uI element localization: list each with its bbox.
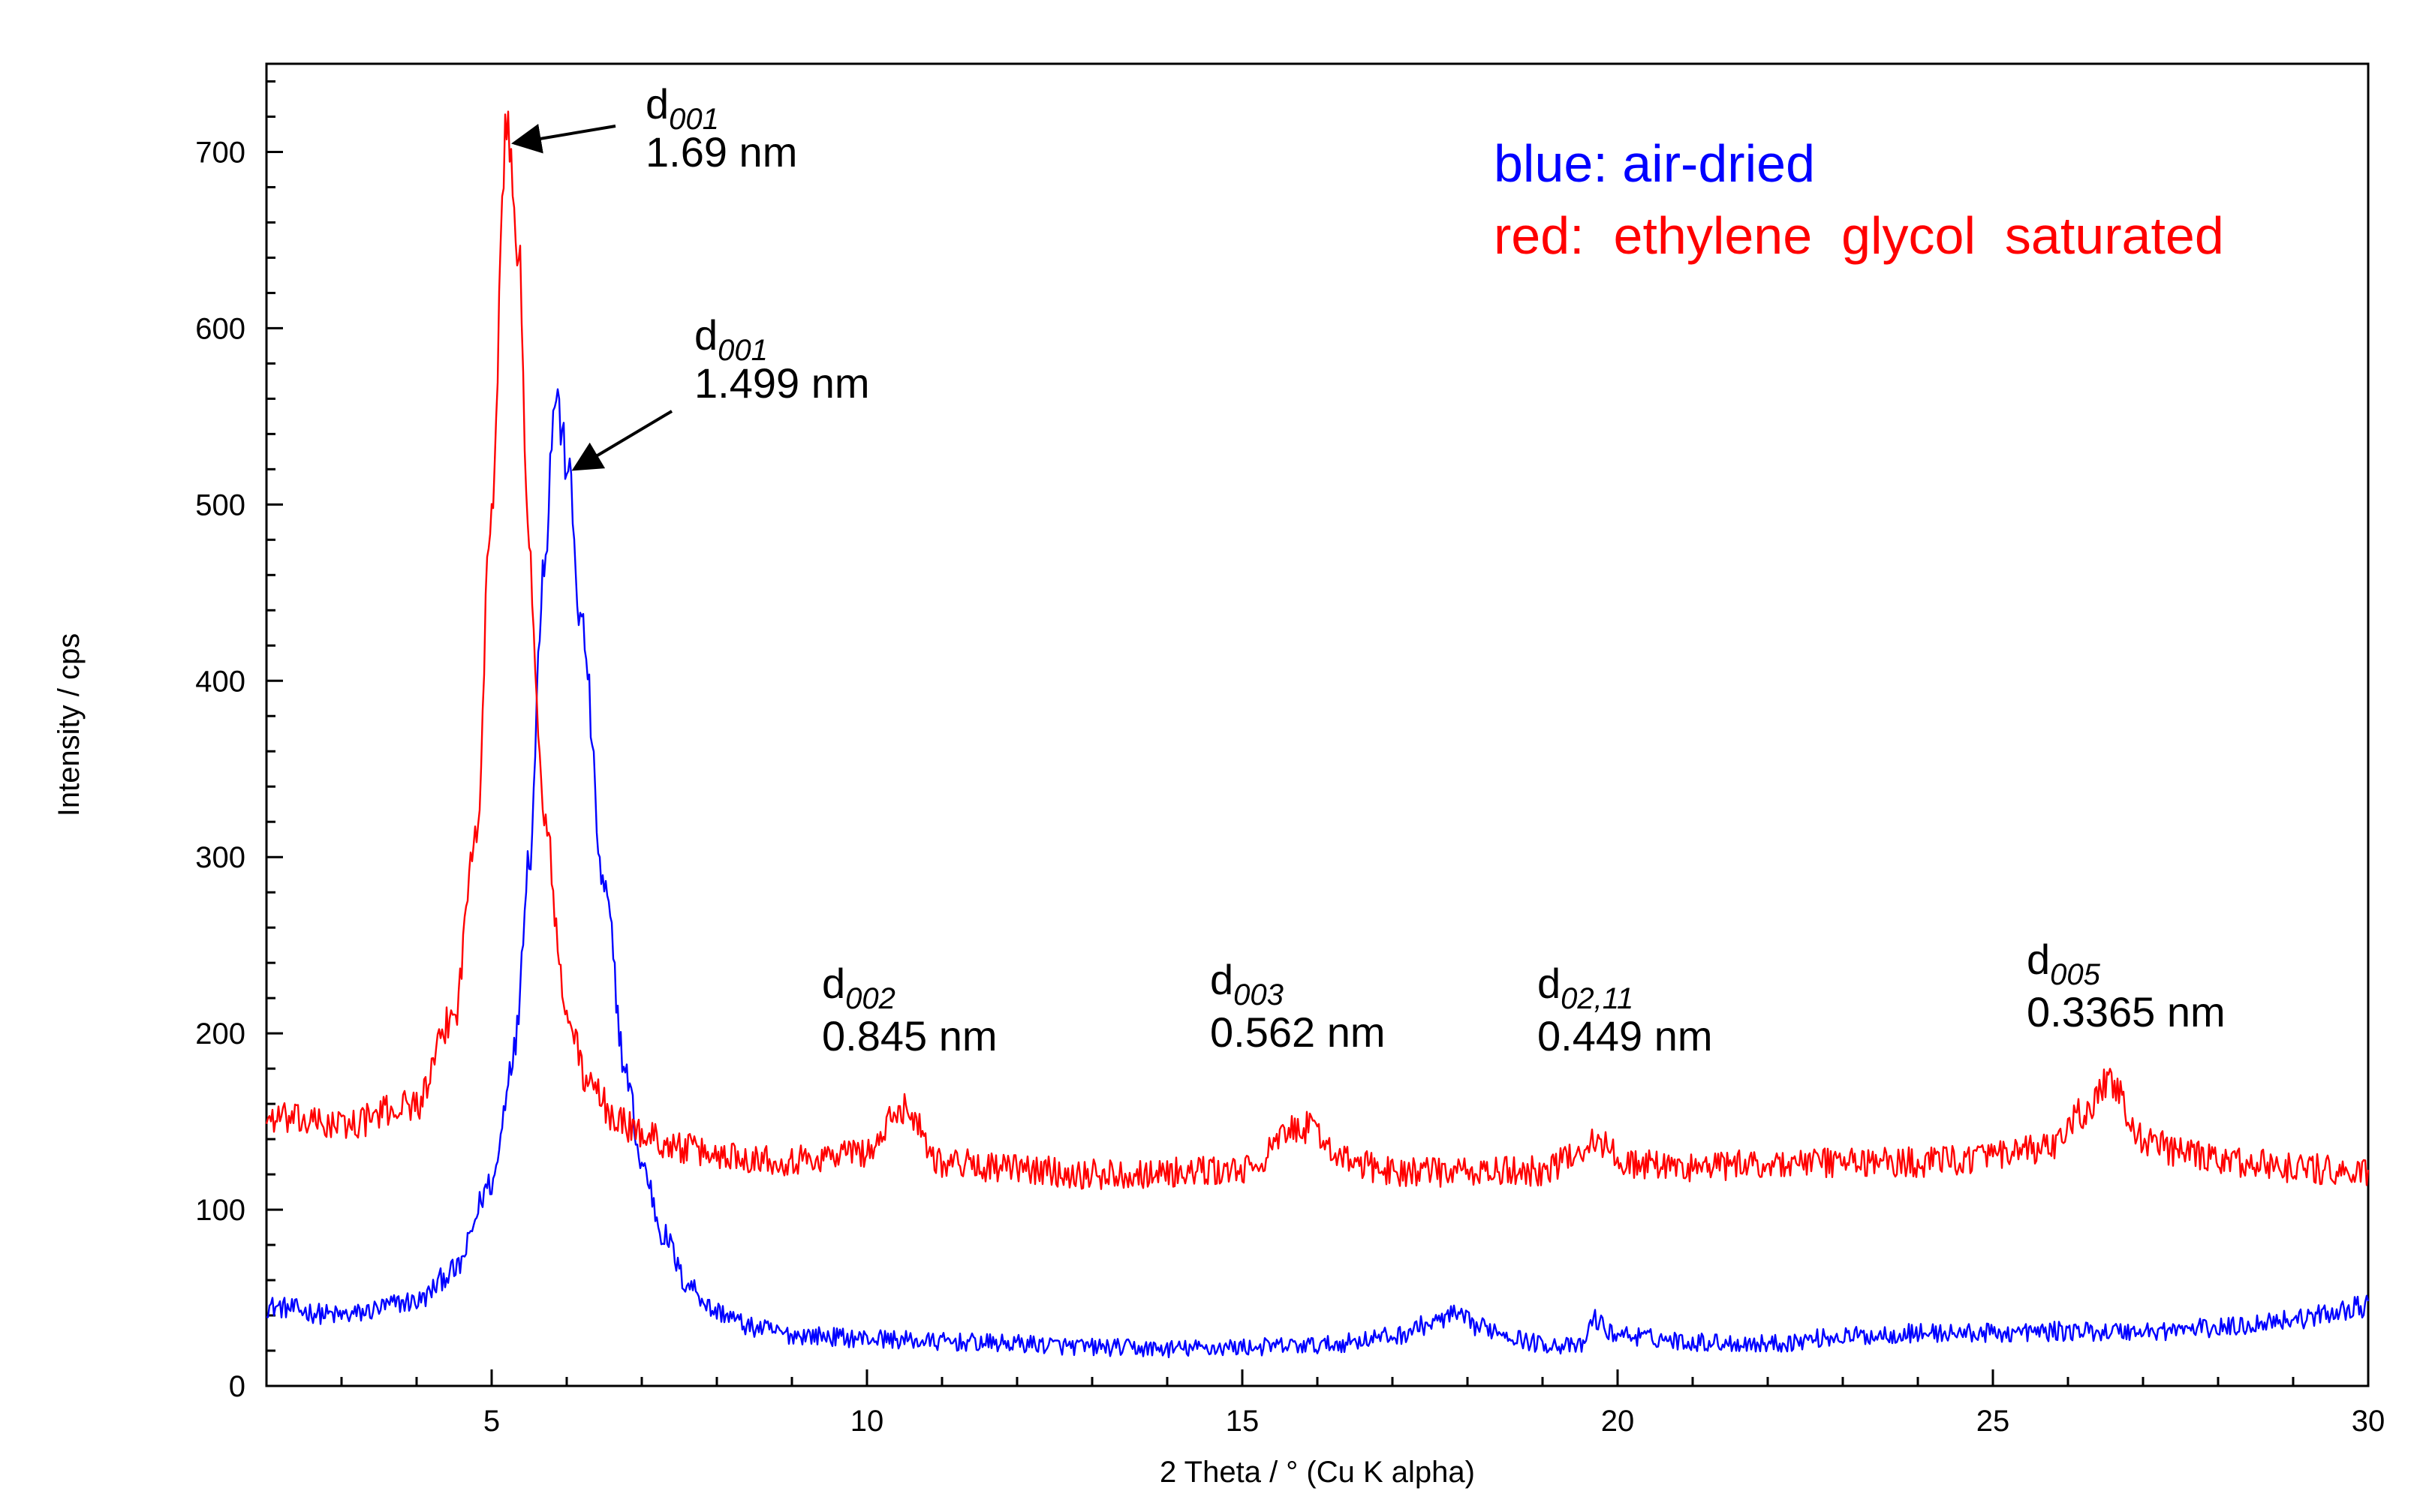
series-layer — [265, 110, 2370, 1359]
y-tick-label: 200 — [195, 1018, 245, 1051]
peak-label: d02,11 — [1537, 960, 1633, 1015]
peak-label-index: 002 — [845, 982, 895, 1015]
x-tick-label: 25 — [1976, 1405, 2010, 1438]
y-tick-label: 500 — [195, 488, 245, 522]
y-tick-label: 700 — [195, 136, 245, 169]
peak-d-spacing: 0.449 nm — [1537, 1012, 1713, 1060]
x-tick-label: 5 — [483, 1405, 500, 1438]
peak-label-index: 001 — [669, 103, 719, 136]
y-tick-label: 300 — [195, 841, 245, 874]
y-tick-label: 0 — [229, 1370, 245, 1403]
peak-label: d002 — [822, 960, 895, 1015]
peak-label-main: d — [646, 80, 669, 128]
series-line-air-dried — [266, 388, 2370, 1359]
peak-label-main: d — [694, 311, 718, 359]
peak-label-index: 005 — [2050, 958, 2100, 991]
peak-label-main: d — [822, 960, 845, 1007]
peak-label: d001 — [694, 311, 768, 367]
annotation-arrow — [571, 410, 673, 471]
x-tick-label: 20 — [1601, 1405, 1635, 1438]
peak-d-spacing: 0.3365 nm — [2027, 988, 2226, 1036]
peak-label: d001 — [646, 80, 719, 136]
y-tick-label: 100 — [195, 1194, 245, 1227]
peak-label-index: 001 — [718, 334, 768, 367]
peak-annotation: d02,110.449 nm — [1537, 960, 1713, 1060]
peak-label: d003 — [1210, 956, 1284, 1012]
peak-d-spacing: 0.562 nm — [1210, 1009, 1386, 1056]
peak-d-spacing: 0.845 nm — [822, 1012, 998, 1060]
peak-d-spacing: 1.499 nm — [694, 359, 870, 407]
y-axis: 0 100 200 300 400 500 600 700 — [195, 80, 283, 1403]
x-axis-title: 2 Theta / ° (Cu K alpha) — [1160, 1456, 1475, 1489]
x-tick-label: 15 — [1226, 1405, 1260, 1438]
peak-label: d005 — [2027, 936, 2101, 991]
y-axis-title: Intensity / cps — [53, 633, 86, 817]
peak-label-main: d — [2027, 936, 2050, 983]
x-axis: 5 10 15 20 25 30 — [265, 1369, 2385, 1438]
peak-label-index: 003 — [1233, 978, 1284, 1012]
peak-label-main: d — [1537, 960, 1561, 1007]
y-tick-label: 600 — [195, 312, 245, 345]
peak-label-main: d — [1210, 956, 1233, 1003]
x-tick-label: 10 — [850, 1405, 884, 1438]
legend-entry-ethylene-glycol: red: ethylene glycol saturated — [1494, 206, 2224, 265]
peak-label-index: 02,11 — [1561, 982, 1633, 1015]
y-tick-label: 400 — [195, 665, 245, 698]
peak-d-spacing: 1.69 nm — [646, 128, 797, 176]
legend-entry-air-dried: blue: air-dried — [1494, 134, 1815, 193]
x-tick-label: 30 — [2352, 1405, 2385, 1438]
series-line-ethylene-glycol-saturated — [265, 110, 2370, 1190]
annotation-arrow — [511, 124, 616, 154]
